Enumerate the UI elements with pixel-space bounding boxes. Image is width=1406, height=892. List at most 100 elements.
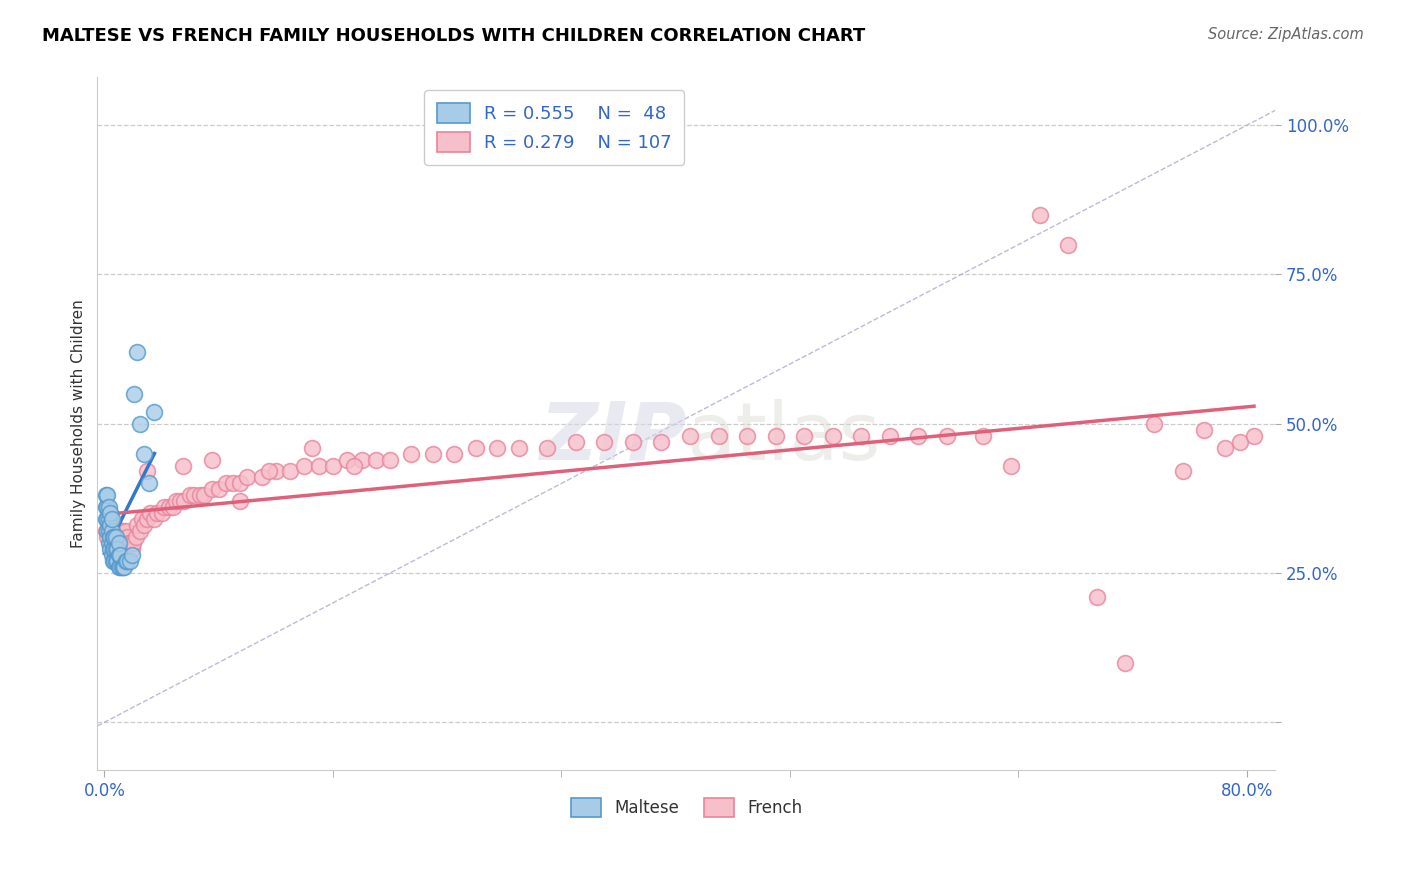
Point: [100, 536, 122, 550]
Text: ZIP: ZIP: [538, 399, 686, 476]
Point: [150, 506, 173, 520]
Point: [96, 524, 118, 538]
Point: [294, 458, 316, 473]
Point: [143, 512, 166, 526]
Point: [104, 542, 127, 557]
Point: [115, 524, 138, 538]
Point: [188, 488, 211, 502]
Point: [486, 441, 509, 455]
Point: [1029, 208, 1052, 222]
Point: [146, 506, 169, 520]
Point: [1171, 465, 1194, 479]
Point: [107, 560, 129, 574]
Point: [101, 530, 124, 544]
Point: [650, 434, 672, 449]
Point: [401, 446, 423, 460]
Point: [96, 530, 118, 544]
Point: [97, 524, 120, 538]
Point: [117, 530, 139, 544]
Point: [108, 542, 131, 557]
Point: [173, 494, 195, 508]
Point: [101, 524, 124, 538]
Point: [98, 506, 121, 520]
Point: [229, 476, 252, 491]
Point: [165, 494, 187, 508]
Point: [707, 428, 730, 442]
Point: [115, 554, 138, 568]
Point: [107, 542, 129, 557]
Point: [264, 465, 287, 479]
Text: atlas: atlas: [686, 399, 880, 476]
Point: [879, 428, 901, 442]
Point: [208, 483, 231, 497]
Point: [735, 428, 758, 442]
Point: [105, 542, 128, 557]
Point: [301, 441, 323, 455]
Point: [112, 536, 135, 550]
Point: [104, 530, 127, 544]
Point: [350, 452, 373, 467]
Point: [936, 428, 959, 442]
Point: [96, 500, 118, 515]
Point: [124, 387, 146, 401]
Point: [229, 494, 252, 508]
Point: [308, 458, 330, 473]
Point: [200, 452, 222, 467]
Point: [179, 488, 201, 502]
Point: [114, 542, 136, 557]
Point: [120, 536, 142, 550]
Point: [278, 465, 301, 479]
Point: [1229, 434, 1251, 449]
Point: [443, 446, 465, 460]
Point: [136, 512, 159, 526]
Point: [422, 446, 444, 460]
Point: [104, 554, 127, 568]
Point: [103, 542, 125, 557]
Point: [131, 512, 153, 526]
Point: [104, 524, 127, 538]
Point: [101, 554, 124, 568]
Legend: Maltese, French: Maltese, French: [564, 791, 808, 824]
Point: [127, 518, 149, 533]
Point: [200, 483, 222, 497]
Point: [108, 530, 131, 544]
Point: [121, 548, 143, 562]
Point: [364, 452, 387, 467]
Point: [97, 512, 120, 526]
Point: [96, 488, 118, 502]
Point: [1192, 423, 1215, 437]
Point: [98, 542, 121, 557]
Point: [100, 548, 122, 562]
Point: [143, 405, 166, 419]
Point: [98, 506, 121, 520]
Point: [101, 542, 124, 557]
Point: [821, 428, 844, 442]
Point: [134, 446, 156, 460]
Point: [118, 536, 141, 550]
Point: [103, 530, 125, 544]
Point: [322, 458, 344, 473]
Point: [250, 470, 273, 484]
Point: [115, 536, 138, 550]
Y-axis label: Family Households with Children: Family Households with Children: [72, 300, 86, 548]
Point: [134, 518, 156, 533]
Point: [100, 524, 122, 538]
Point: [108, 548, 131, 562]
Point: [107, 548, 129, 562]
Point: [536, 441, 558, 455]
Point: [336, 452, 359, 467]
Point: [907, 428, 929, 442]
Point: [122, 536, 145, 550]
Point: [125, 530, 148, 544]
Point: [172, 458, 194, 473]
Point: [257, 465, 280, 479]
Point: [129, 417, 152, 431]
Point: [97, 500, 120, 515]
Point: [765, 428, 787, 442]
Point: [851, 428, 873, 442]
Point: [108, 560, 131, 574]
Point: [103, 554, 125, 568]
Point: [107, 530, 129, 544]
Point: [105, 554, 128, 568]
Point: [97, 518, 120, 533]
